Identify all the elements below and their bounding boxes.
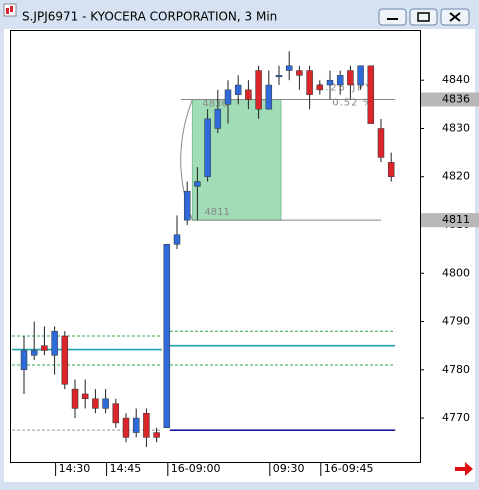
- candle-body: [265, 84, 273, 110]
- candle-body: [102, 398, 109, 409]
- candle-body: [112, 403, 120, 424]
- candle-body: [275, 75, 283, 78]
- candle-body: [81, 393, 89, 400]
- y-tick-label: 4840: [442, 73, 470, 86]
- candle-body: [163, 244, 171, 428]
- candle-body: [173, 234, 181, 245]
- y-tick-label: 4770: [442, 411, 470, 424]
- candle-body: [234, 84, 242, 95]
- candle-body: [153, 432, 160, 438]
- candle-body: [255, 70, 262, 110]
- candle-body: [336, 75, 344, 86]
- candle-body: [316, 84, 324, 91]
- maximize-icon: [417, 12, 430, 22]
- close-icon: [449, 12, 461, 22]
- candle-body: [224, 89, 232, 105]
- y-tick-label: 4830: [442, 121, 470, 134]
- candle-body: [377, 128, 385, 158]
- candle-body: [143, 412, 150, 438]
- maximize-button[interactable]: [409, 8, 438, 26]
- price-marker-label: 4836: [442, 93, 470, 106]
- candle-body: [214, 108, 222, 129]
- measure-percent: 0.52 %: [332, 98, 373, 109]
- price-marker: [421, 213, 479, 228]
- y-tick-label: 4800: [442, 266, 470, 279]
- y-tick-label: 4790: [442, 315, 470, 328]
- x-tick-label: 16-09:45: [324, 462, 374, 475]
- window-buttons[interactable]: [378, 8, 470, 26]
- candle-body: [183, 190, 191, 221]
- x-tick-label: 14:30: [59, 462, 91, 475]
- scroll-arrow[interactable]: [455, 462, 473, 476]
- measure-low-label: 4811: [204, 207, 229, 218]
- x-tick-label: 09:30: [273, 462, 305, 475]
- measure-high-label: 4836: [202, 99, 227, 110]
- price-marker-label: 4811: [442, 213, 470, 226]
- candle-body: [51, 330, 58, 356]
- candle-body: [194, 181, 201, 187]
- candle-body: [61, 335, 69, 385]
- candle-body: [122, 417, 130, 438]
- candle-body: [357, 65, 364, 86]
- y-tick-label: 4820: [442, 170, 470, 183]
- x-tick-label: 16-09:00: [171, 462, 221, 475]
- window-title: S.JPJ6971 - KYOCERA CORPORATION, 3 Min: [22, 10, 277, 24]
- candle-body: [285, 65, 293, 71]
- candle-body: [204, 118, 211, 177]
- x-tick-label: 14:45: [110, 462, 142, 475]
- candle-body: [132, 417, 140, 433]
- candle-body: [387, 162, 395, 177]
- candle-body: [30, 350, 38, 356]
- app-icon-bar: [6, 8, 9, 14]
- candle-body: [20, 350, 28, 371]
- plot: 4770478047904800481048204830484014:3014:…: [12, 51, 479, 476]
- candle-body: [41, 345, 48, 351]
- candle-body: [245, 89, 252, 100]
- minimize-button[interactable]: [378, 8, 407, 26]
- candle-body: [326, 79, 334, 86]
- candle-body: [306, 70, 313, 95]
- plot-frame: [10, 30, 421, 463]
- y-tick-label: 4780: [442, 363, 470, 376]
- app-icon-bar: [10, 6, 13, 12]
- candle-body: [71, 388, 79, 409]
- candle-body: [296, 70, 303, 76]
- candle-body: [347, 70, 354, 86]
- measure-change: 0.25 JPY: [317, 83, 373, 94]
- candle-body: [367, 65, 375, 124]
- price-marker: [421, 92, 479, 107]
- candle-body: [92, 398, 99, 409]
